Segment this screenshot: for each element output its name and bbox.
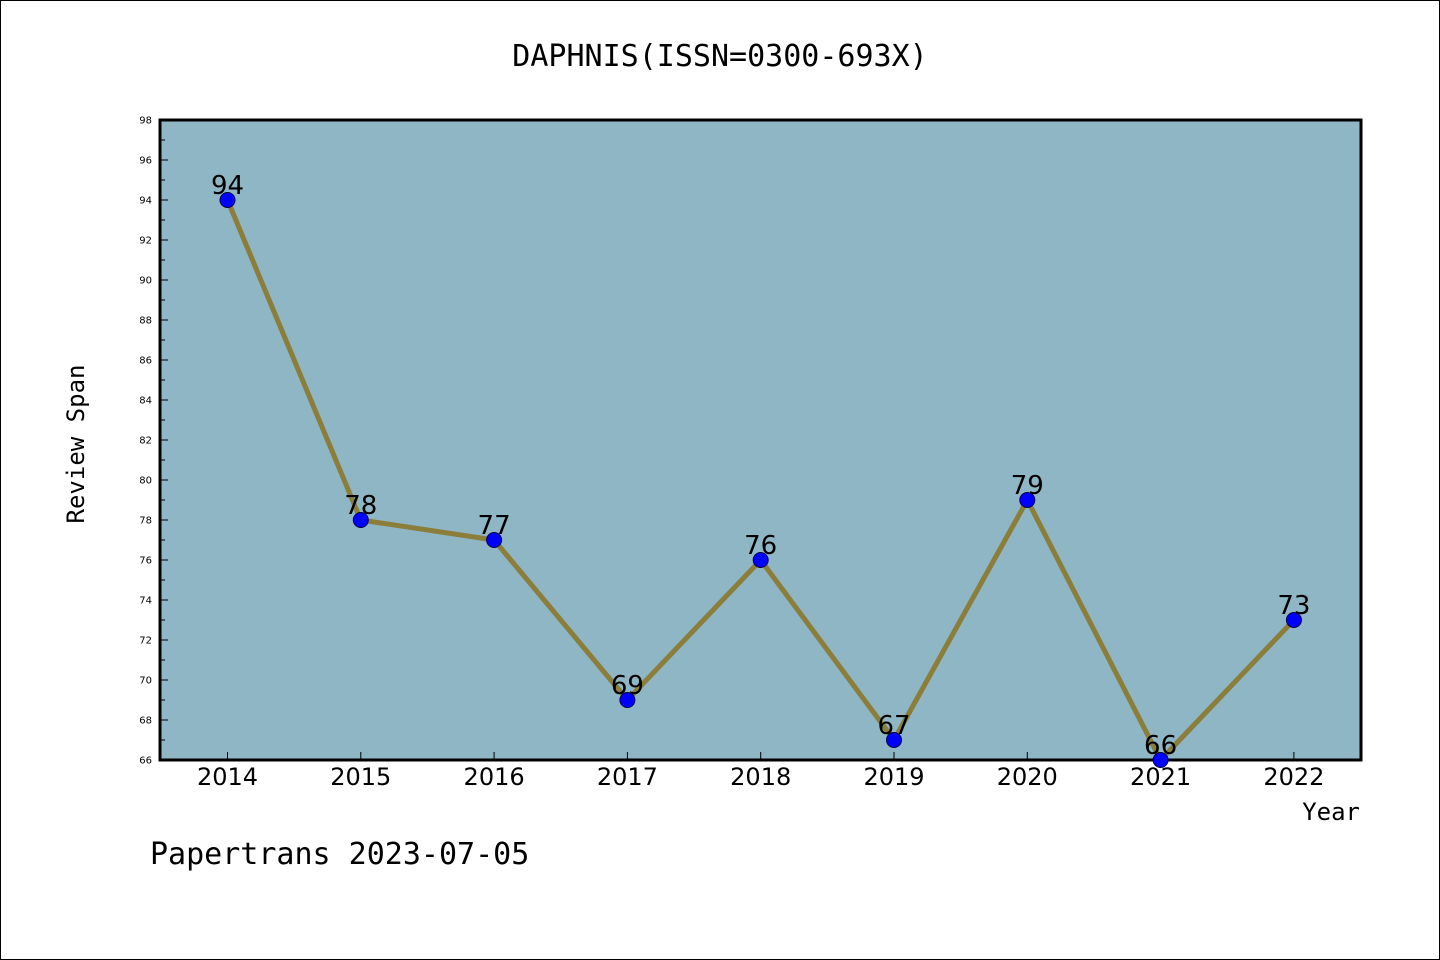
data-label: 73 bbox=[1277, 591, 1310, 621]
y-axis: 66 68 70 72 74 76 78 80 82 84 86 88 90 92 94 96 98 bbox=[139, 116, 168, 767]
y-tick-label: 90 bbox=[139, 276, 152, 287]
data-point bbox=[352, 512, 369, 528]
data-point bbox=[1285, 612, 1302, 628]
data-point bbox=[1152, 752, 1169, 768]
x-tick-label: 2018 bbox=[730, 763, 791, 791]
data-label: 76 bbox=[744, 531, 777, 561]
y-tick-label: 74 bbox=[139, 596, 152, 607]
y-tick-label: 66 bbox=[139, 756, 152, 767]
data-point bbox=[619, 692, 636, 708]
y-tick-label: 84 bbox=[139, 396, 152, 407]
y-tick-label: 94 bbox=[139, 196, 152, 207]
data-points bbox=[219, 192, 1302, 768]
data-label: 69 bbox=[611, 671, 644, 701]
x-axis: 2014 2015 2016 2017 2018 2019 2020 2021 2022 bbox=[197, 752, 1324, 791]
data-point bbox=[886, 732, 902, 748]
x-tick-label: 2014 bbox=[197, 763, 258, 791]
data-label: 78 bbox=[344, 491, 377, 521]
y-tick-label: 96 bbox=[139, 156, 152, 167]
data-point bbox=[1019, 492, 1036, 508]
data-label: 77 bbox=[478, 511, 511, 541]
data-label: 79 bbox=[1011, 471, 1044, 501]
data-label: 94 bbox=[211, 171, 244, 201]
data-point bbox=[219, 192, 236, 208]
y-tick-label: 76 bbox=[139, 556, 152, 567]
x-tick-label: 2022 bbox=[1263, 763, 1324, 791]
data-point bbox=[486, 532, 503, 548]
x-tick-label: 2017 bbox=[597, 763, 658, 791]
plot-area bbox=[158, 118, 1363, 762]
y-tick-label: 78 bbox=[139, 516, 152, 527]
y-tick-label: 98 bbox=[139, 116, 152, 127]
x-tick-label: 2016 bbox=[464, 763, 525, 791]
y-tick-label: 72 bbox=[139, 636, 152, 647]
y-tick-label: 68 bbox=[139, 716, 152, 727]
y-tick-label: 70 bbox=[139, 676, 152, 687]
data-label: 66 bbox=[1144, 731, 1177, 761]
y-tick-label: 88 bbox=[139, 316, 152, 327]
chart-title: DAPHNIS(ISSN=0300-693X) bbox=[512, 39, 927, 74]
footer-credit: Papertrans 2023-07-05 bbox=[150, 837, 529, 872]
y-tick-label: 80 bbox=[139, 476, 152, 487]
data-point bbox=[752, 552, 769, 568]
y-tick-label: 92 bbox=[139, 236, 152, 247]
y-tick-label: 82 bbox=[139, 436, 152, 447]
x-tick-label: 2019 bbox=[863, 763, 924, 791]
y-axis-title: Review Span bbox=[62, 365, 90, 524]
x-tick-label: 2020 bbox=[997, 763, 1058, 791]
x-axis-title: Year bbox=[1302, 798, 1360, 826]
x-tick-label: 2015 bbox=[330, 763, 391, 791]
data-label: 67 bbox=[877, 711, 910, 741]
y-tick-label: 86 bbox=[139, 356, 152, 367]
data-labels: 94 78 77 69 76 67 79 66 73 bbox=[211, 171, 1310, 761]
